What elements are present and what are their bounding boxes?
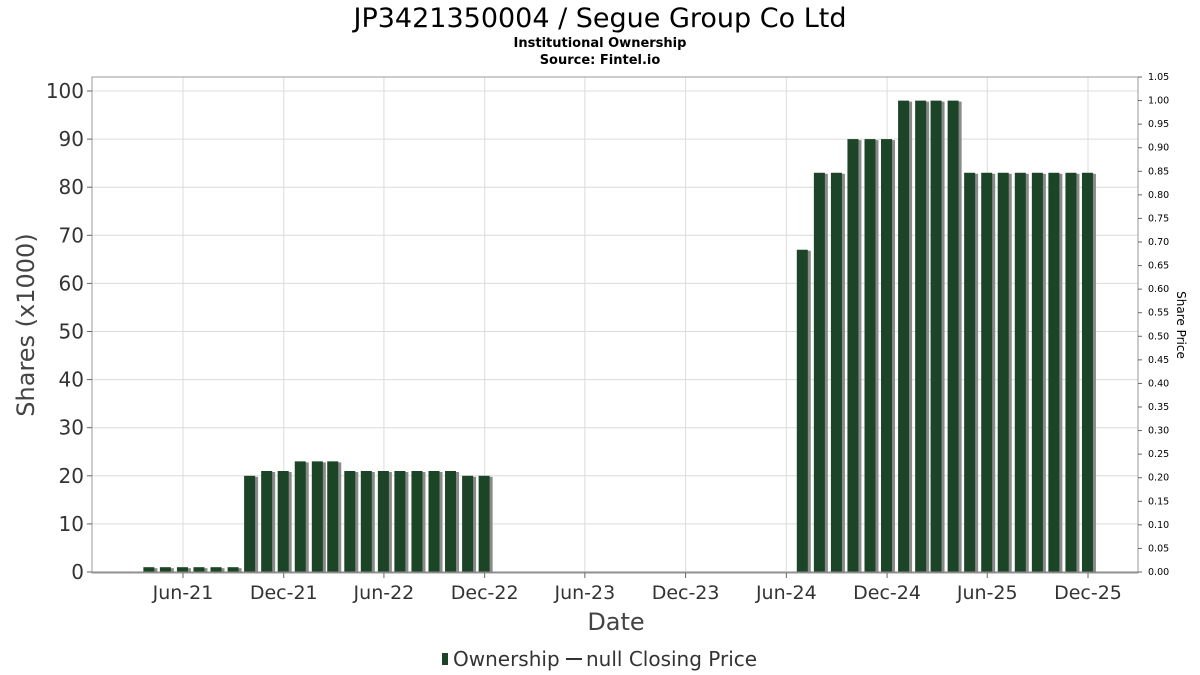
ownership-bar: [898, 100, 910, 573]
x-axis-title: Date: [587, 608, 644, 636]
x-tick-label: Jun-23: [553, 582, 615, 604]
y-tick-label: 40: [59, 368, 84, 392]
legend: Ownership null Closing Price: [442, 647, 757, 671]
ownership-bar: [462, 475, 474, 572]
y2-tick-label: 0.60: [1148, 284, 1169, 295]
ownership-bar: [445, 470, 457, 572]
y2-tick-label: 0.15: [1148, 496, 1169, 507]
y2-tick-label: 0.75: [1148, 213, 1169, 224]
ownership-bar: [830, 172, 842, 572]
y-tick-label: 0: [71, 560, 84, 584]
ownership-bar: [1014, 172, 1026, 572]
y-tick-label: 80: [59, 175, 84, 199]
bars-group: [92, 100, 1138, 574]
y2-tick-label: 0.95: [1148, 119, 1169, 130]
x-tick-label: Dec-25: [1054, 582, 1122, 604]
ownership-bar: [997, 172, 1009, 572]
ownership-bar: [327, 461, 339, 572]
ownership-bar: [796, 249, 808, 573]
ownership-bar: [981, 172, 993, 572]
y2-tick-label: 1.00: [1148, 96, 1169, 107]
chart-subtitle: Institutional Ownership: [514, 36, 687, 51]
x-tick-label: Dec-21: [250, 582, 318, 604]
ownership-bar: [947, 100, 959, 573]
right-axis-ticks: 0.00 0.05 0.10 0.15 0.20 0.25 0.30 0.35 0.40 0.45…: [1138, 72, 1169, 578]
chart-source: Source: Fintel.io: [540, 53, 661, 68]
ownership-bar: [244, 475, 256, 572]
y2-tick-label: 0.85: [1148, 166, 1169, 177]
y2-tick-label: 0.80: [1148, 190, 1169, 201]
y2-tick-label: 0.35: [1148, 402, 1169, 413]
y2-tick-label: 0.45: [1148, 355, 1169, 366]
legend-label-ownership: Ownership: [453, 647, 560, 671]
ownership-bar: [847, 139, 859, 572]
y2-tick-label: 0.40: [1148, 378, 1169, 389]
y-tick-label: 30: [59, 416, 84, 440]
ownership-bar: [964, 172, 976, 572]
y-axis-title: Shares (x1000): [12, 233, 40, 416]
x-tick-label: Jun-22: [353, 582, 415, 604]
x-tick-label: Jun-24: [755, 582, 817, 604]
ownership-bar: [193, 567, 205, 572]
x-tick-label: Dec-23: [652, 582, 720, 604]
ownership-bar: [344, 470, 356, 572]
ownership-bar: [311, 461, 323, 572]
y-tick-label: 70: [59, 223, 84, 247]
y2-tick-label: 0.65: [1148, 261, 1169, 272]
ownership-bar: [1031, 172, 1043, 572]
y2-tick-label: 0.20: [1148, 473, 1169, 484]
y-tick-label: 20: [59, 464, 84, 488]
ownership-bar: [210, 567, 222, 572]
ownership-bar: [176, 567, 188, 572]
ownership-bar: [360, 470, 372, 572]
legend-swatch-ownership: [442, 653, 448, 665]
ownership-bar: [864, 139, 876, 572]
ownership-bar: [1081, 172, 1093, 572]
y2-tick-label: 0.05: [1148, 543, 1169, 554]
legend-label-closing-price: null Closing Price: [586, 647, 757, 671]
y2-axis-title: Share Price: [1174, 291, 1188, 359]
ownership-bar: [1065, 172, 1077, 572]
ownership-bar: [915, 100, 927, 573]
x-tick-label: Dec-24: [853, 582, 921, 604]
y2-tick-label: 0.90: [1148, 143, 1169, 154]
y2-tick-label: 0.10: [1148, 520, 1169, 531]
ownership-bar: [143, 567, 155, 572]
ownership-bar: [881, 139, 893, 572]
x-tick-label: Dec-22: [451, 582, 519, 604]
ownership-bar: [428, 470, 440, 572]
ownership-bar: [478, 475, 490, 572]
y-tick-label: 60: [59, 271, 84, 295]
y2-tick-label: 0.25: [1148, 449, 1169, 460]
y-tick-label: 90: [59, 127, 84, 151]
y-tick-label: 10: [59, 512, 84, 536]
x-tick-label: Jun-25: [956, 582, 1018, 604]
y-tick-label: 100: [46, 79, 84, 103]
chart-title: JP3421350004 / Segue Group Co Ltd: [352, 3, 847, 34]
y2-tick-label: 0.70: [1148, 237, 1169, 248]
y2-tick-label: 0.50: [1148, 331, 1169, 342]
ownership-bar: [377, 470, 389, 572]
y2-tick-label: 0.55: [1148, 308, 1169, 319]
ownership-bar: [294, 461, 306, 572]
y2-tick-label: 1.05: [1148, 72, 1169, 83]
ownership-bar: [930, 100, 942, 573]
y-tick-label: 50: [59, 320, 84, 344]
y2-tick-label: 0.00: [1148, 567, 1169, 578]
ownership-bar: [411, 470, 423, 572]
ownership-bar: [227, 567, 239, 572]
left-axis-ticks: 0 10 20 30 40 50 60 70 80 90 100: [46, 79, 92, 584]
ownership-bar: [813, 172, 825, 572]
x-tick-label: Jun-21: [152, 582, 214, 604]
ownership-bar: [277, 470, 289, 572]
ownership-bar: [1048, 172, 1060, 572]
plot-area-frame: [91, 76, 1139, 574]
ownership-bar: [159, 567, 171, 572]
y2-tick-label: 0.30: [1148, 426, 1169, 437]
ownership-bar: [394, 470, 406, 572]
ownership-bar: [261, 470, 273, 572]
x-axis-ticks: Jun-21 Dec-21 Jun-22 Dec-22 Jun-23 Dec-23 Jun-…: [152, 573, 1122, 604]
